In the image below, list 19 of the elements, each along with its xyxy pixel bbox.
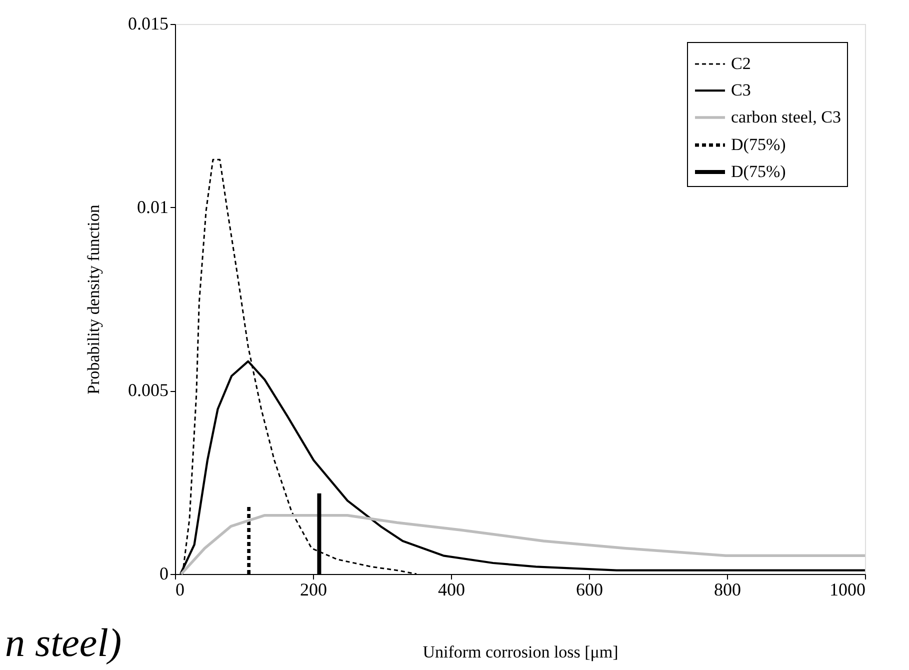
legend-label: carbon steel, C3	[731, 108, 841, 126]
y-axis-title: Probability density function	[84, 204, 103, 394]
x-tick-label: 800	[714, 580, 741, 600]
x-tick-label: 400	[438, 580, 465, 600]
legend-label: C3	[731, 80, 751, 100]
x-tick-label: 0	[176, 580, 184, 600]
x-axis-title: Uniform corrosion loss [μm]	[422, 642, 618, 662]
y-tick-label: 0	[160, 564, 168, 584]
text: n steel)	[5, 620, 122, 665]
line-series	[180, 514, 866, 576]
x-tick-label: 600	[576, 580, 603, 600]
y-tick-label: 0.005	[128, 380, 168, 400]
y-tick-label: 0.015	[128, 14, 168, 34]
x-tick-label: 200	[300, 580, 327, 600]
y-tick-label: 0.01	[137, 196, 168, 217]
legend-label: C2	[731, 54, 751, 73]
x-tick-label: 1000	[830, 580, 866, 600]
legend-label: D(75%)	[731, 162, 786, 181]
legend-label: D(75%)	[731, 135, 786, 154]
